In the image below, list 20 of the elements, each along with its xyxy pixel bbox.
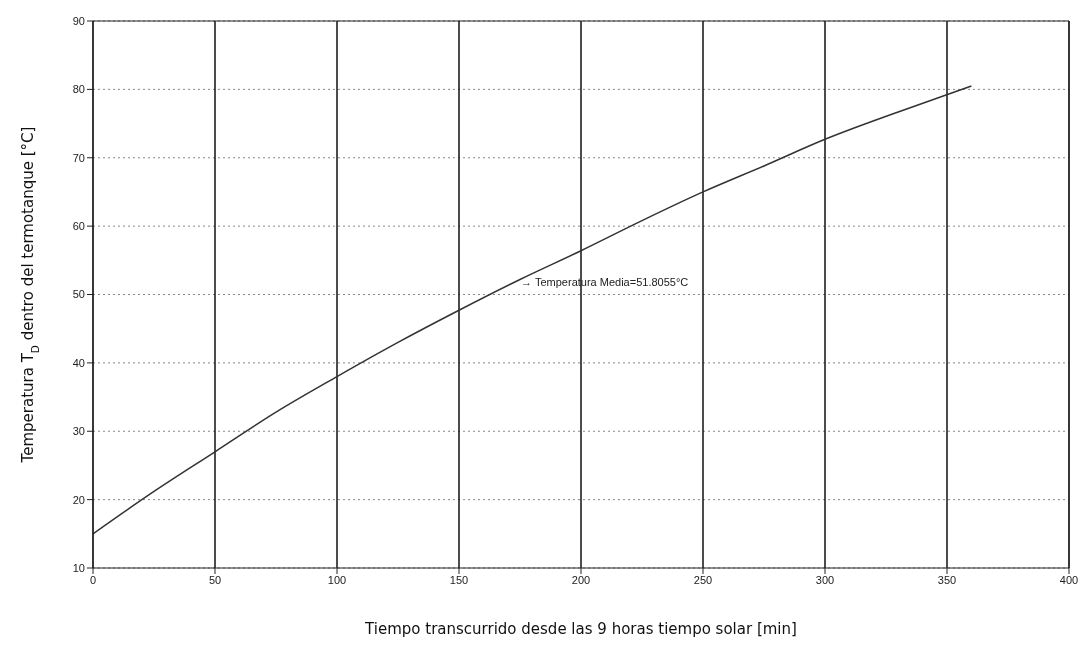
x-tick-label: 300 xyxy=(815,573,835,586)
y-tick-label: 20 xyxy=(72,493,85,506)
y-tick-label: 70 xyxy=(72,151,85,164)
y-tick-label: 10 xyxy=(72,561,85,574)
line-series xyxy=(93,85,973,535)
y-tick-label: 50 xyxy=(72,288,85,301)
x-tick-label: 0 xyxy=(89,573,97,586)
x-tick-label: 200 xyxy=(571,573,591,586)
x-axis-title: Tiempo transcurrido desde las 9 horas tiempo solar [min] xyxy=(364,620,797,638)
x-tick-label: 250 xyxy=(693,573,713,586)
y-tick-label: 80 xyxy=(72,83,85,96)
x-tick-label: 400 xyxy=(1059,573,1079,586)
x-tick-label: 150 xyxy=(449,573,469,586)
y-tick-label: 90 xyxy=(72,14,85,27)
y-tick-label: 30 xyxy=(72,425,85,438)
x-tick-label: 350 xyxy=(937,573,957,586)
y-tick-label: 60 xyxy=(72,220,85,233)
x-tick-label: 100 xyxy=(327,573,347,586)
x-tick-label: 50 xyxy=(208,573,222,586)
y-tick-label: 40 xyxy=(72,356,85,369)
